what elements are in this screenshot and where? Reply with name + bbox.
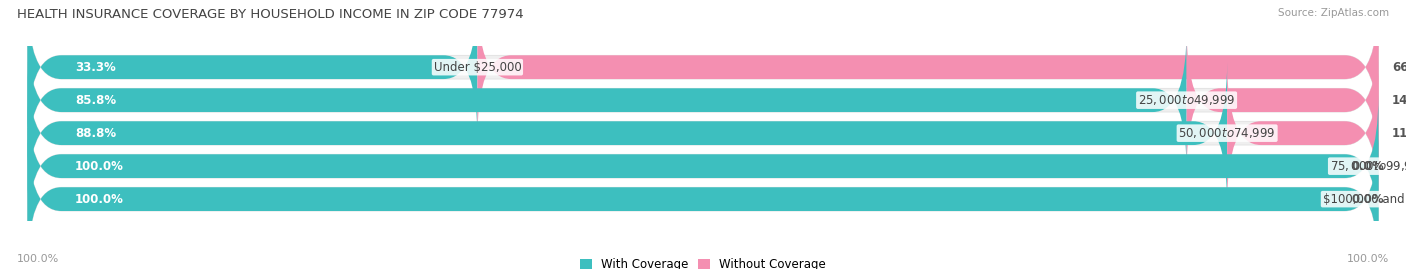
FancyBboxPatch shape	[28, 63, 1227, 204]
FancyBboxPatch shape	[28, 129, 1378, 269]
Text: 14.2%: 14.2%	[1392, 94, 1406, 107]
Legend: With Coverage, Without Coverage: With Coverage, Without Coverage	[575, 253, 831, 269]
Text: 100.0%: 100.0%	[75, 160, 124, 173]
Text: 66.7%: 66.7%	[1392, 61, 1406, 74]
Text: $100,000 and over: $100,000 and over	[1323, 193, 1406, 206]
FancyBboxPatch shape	[28, 95, 1378, 237]
FancyBboxPatch shape	[28, 30, 1378, 171]
Text: Source: ZipAtlas.com: Source: ZipAtlas.com	[1278, 8, 1389, 18]
Text: 0.0%: 0.0%	[1351, 160, 1384, 173]
Text: 11.2%: 11.2%	[1392, 127, 1406, 140]
FancyBboxPatch shape	[1187, 30, 1378, 171]
Text: 88.8%: 88.8%	[75, 127, 115, 140]
Text: HEALTH INSURANCE COVERAGE BY HOUSEHOLD INCOME IN ZIP CODE 77974: HEALTH INSURANCE COVERAGE BY HOUSEHOLD I…	[17, 8, 523, 21]
Text: 33.3%: 33.3%	[75, 61, 115, 74]
Text: $75,000 to $99,999: $75,000 to $99,999	[1330, 159, 1406, 173]
FancyBboxPatch shape	[28, 0, 1378, 138]
FancyBboxPatch shape	[28, 95, 1378, 237]
Text: $25,000 to $49,999: $25,000 to $49,999	[1137, 93, 1236, 107]
FancyBboxPatch shape	[28, 129, 1378, 269]
Text: 0.0%: 0.0%	[1351, 193, 1384, 206]
Text: 85.8%: 85.8%	[75, 94, 115, 107]
FancyBboxPatch shape	[28, 63, 1378, 204]
Text: 100.0%: 100.0%	[1347, 254, 1389, 264]
FancyBboxPatch shape	[28, 0, 478, 138]
Text: 100.0%: 100.0%	[75, 193, 124, 206]
FancyBboxPatch shape	[28, 30, 1187, 171]
Text: Under $25,000: Under $25,000	[433, 61, 522, 74]
Text: 100.0%: 100.0%	[17, 254, 59, 264]
FancyBboxPatch shape	[478, 0, 1378, 138]
Text: $50,000 to $74,999: $50,000 to $74,999	[1178, 126, 1275, 140]
FancyBboxPatch shape	[1227, 63, 1378, 204]
